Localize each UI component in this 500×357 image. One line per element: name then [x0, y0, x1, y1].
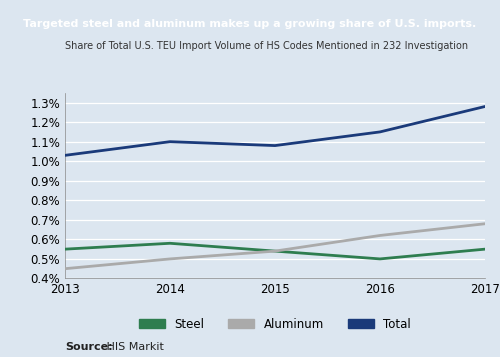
Text: Source:: Source:: [65, 342, 112, 352]
Legend: Steel, Aluminum, Total: Steel, Aluminum, Total: [140, 318, 410, 331]
Text: Targeted steel and aluminum makes up a growing share of U.S. imports.: Targeted steel and aluminum makes up a g…: [24, 19, 476, 29]
Text: HIS Markit: HIS Markit: [102, 342, 164, 352]
Text: Share of Total U.S. TEU Import Volume of HS Codes Mentioned in 232 Investigation: Share of Total U.S. TEU Import Volume of…: [65, 41, 468, 51]
